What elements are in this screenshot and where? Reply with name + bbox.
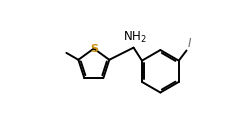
Text: S: S: [90, 44, 98, 54]
Text: NH$_2$: NH$_2$: [123, 30, 146, 45]
Text: I: I: [187, 37, 191, 50]
